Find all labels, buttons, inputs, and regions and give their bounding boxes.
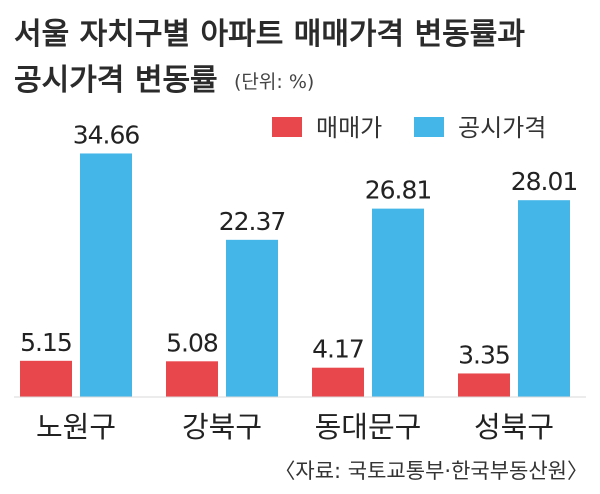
legend: 매매가 공시가격 — [272, 114, 546, 142]
legend-swatch-official-price — [414, 117, 444, 137]
chart-title-line-2: 공시가격 변동률 — [14, 63, 218, 98]
bar-sale-1 — [166, 361, 218, 397]
value-label-official-price-2: 26.81 — [365, 176, 432, 205]
category-label-1: 강북구 — [182, 410, 262, 444]
category-label-0: 노원구 — [36, 410, 116, 444]
value-label-official-price-0: 34.66 — [73, 120, 140, 149]
bar-official-price-1 — [226, 239, 278, 397]
value-labels-layer: 5.15 34.66 5.08 22.37 4.17 26.81 3.35 28.01 — [20, 120, 578, 369]
value-label-sale-2: 4.17 — [312, 335, 364, 364]
bar-official-price-2 — [372, 208, 424, 397]
value-label-sale-0: 5.15 — [20, 328, 72, 357]
bar-sale-2 — [312, 367, 364, 397]
category-labels-layer: 노원구 강북구 동대문구 성북구 — [36, 410, 554, 444]
legend-label-official-price: 공시가격 — [458, 114, 546, 142]
value-label-official-price-1: 22.37 — [219, 207, 286, 236]
category-label-2: 동대문구 — [315, 410, 422, 444]
bar-sale-0 — [20, 360, 72, 397]
legend-label-sale: 매매가 — [316, 114, 382, 142]
legend-swatch-sale — [272, 117, 302, 137]
bar-sale-3 — [458, 373, 510, 397]
category-label-3: 성북구 — [474, 410, 554, 444]
bars-layer — [20, 153, 570, 397]
bar-official-price-3 — [518, 200, 570, 397]
value-label-official-price-3: 28.01 — [511, 167, 578, 196]
bar-official-price-0 — [80, 153, 132, 397]
value-label-sale-1: 5.08 — [166, 328, 218, 357]
value-label-sale-3: 3.35 — [458, 340, 510, 369]
unit-label: (단위: %) — [234, 71, 314, 93]
chart-title-line-1: 서울 자치구별 아파트 매매가격 변동률과 — [14, 17, 525, 52]
source-note: 〈자료: 국토교통부·한국부동산원〉 — [274, 459, 588, 483]
